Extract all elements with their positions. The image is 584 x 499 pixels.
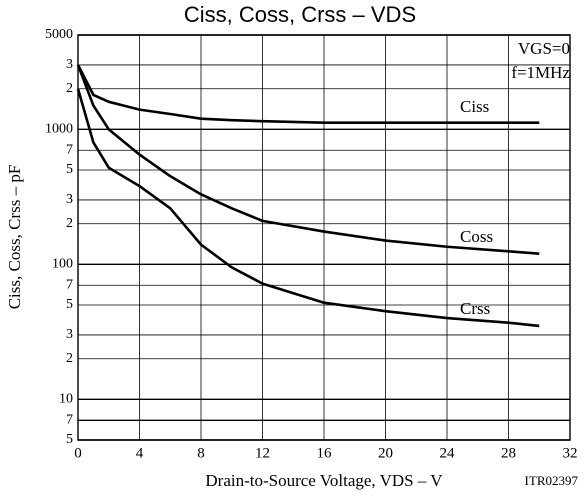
y-tick-label: 3 xyxy=(66,327,73,342)
series-label: Coss xyxy=(460,227,493,246)
y-tick-label: 3 xyxy=(66,57,73,72)
x-tick-label: 4 xyxy=(136,445,144,461)
y-tick-label: 3 xyxy=(66,192,73,207)
series-line xyxy=(76,64,540,255)
x-tick-label: 32 xyxy=(563,445,578,461)
y-tick-label: 1000 xyxy=(45,122,73,137)
annotation: f=1MHz xyxy=(511,63,570,82)
plot-frame xyxy=(77,34,571,441)
annotation: ITR02397 xyxy=(525,473,579,488)
series-label: Crss xyxy=(460,299,490,318)
y-tick-label: 7 xyxy=(66,277,73,292)
x-tick-label: 12 xyxy=(255,445,270,461)
series-label: Ciss xyxy=(460,97,489,116)
y-tick-label: 5000 xyxy=(45,27,73,42)
series-line xyxy=(76,64,540,125)
y-tick-label: 100 xyxy=(52,257,73,272)
y-axis-label: Ciss, Coss, Crss – pF xyxy=(5,165,24,310)
series-line xyxy=(76,88,540,328)
y-tick-label: 2 xyxy=(66,351,73,366)
y-tick-label: 7 xyxy=(66,412,73,427)
x-tick-label: 24 xyxy=(440,445,456,461)
y-tick-label: 2 xyxy=(66,216,73,231)
y-tick-label: 2 xyxy=(66,81,73,96)
x-tick-label: 16 xyxy=(317,445,333,461)
x-tick-label: 20 xyxy=(378,445,393,461)
y-tick-label: 5 xyxy=(66,297,73,312)
x-axis-label: Drain-to-Source Voltage, VDS – V xyxy=(205,471,443,490)
chart-title: Ciss, Coss, Crss – VDS xyxy=(184,2,416,27)
x-tick-label: 8 xyxy=(197,445,205,461)
x-tick-label: 0 xyxy=(74,445,82,461)
x-tick-label: 28 xyxy=(501,445,516,461)
y-tick-label: 7 xyxy=(66,142,73,157)
y-tick-label: 5 xyxy=(66,432,73,447)
annotation: VGS=0 xyxy=(518,39,570,58)
y-tick-label: 10 xyxy=(59,392,73,407)
y-tick-label: 5 xyxy=(66,162,73,177)
